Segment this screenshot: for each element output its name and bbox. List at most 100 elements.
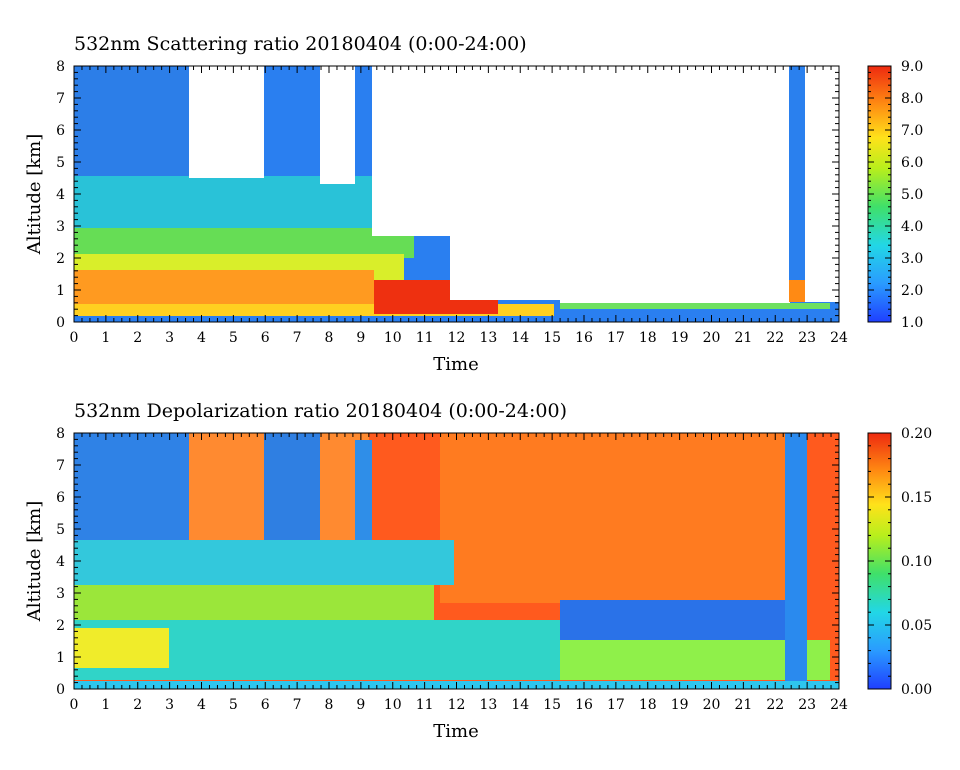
y-tick-label: 5	[56, 522, 65, 538]
y-tick-label: 5	[56, 155, 65, 171]
x-tick-label: 18	[639, 330, 657, 346]
y-tick-label: 6	[56, 123, 65, 139]
x-tick-label: 15	[543, 697, 561, 713]
x-tick-label: 2	[133, 330, 142, 346]
y-tick-label: 8	[56, 59, 65, 75]
x-tick-label: 11	[416, 697, 434, 713]
depolarization-blue-streak	[560, 600, 785, 640]
y-tick-label: 3	[56, 586, 65, 602]
scattering-band-orange	[74, 270, 374, 304]
x-tick-label: 9	[356, 697, 365, 713]
scattering-title: 532nm Scattering ratio 20180404 (0:00-24…	[74, 33, 527, 55]
y-tick-label: 7	[56, 458, 65, 474]
x-tick-label: 2	[133, 697, 142, 713]
x-tick-label: 17	[607, 697, 625, 713]
depolarization-noise-1	[440, 433, 800, 603]
x-tick-label: 8	[325, 697, 334, 713]
colorbar-tick-label: 6.0	[901, 155, 923, 171]
y-tick-label: 4	[56, 187, 65, 203]
x-tick-label: 24	[830, 330, 848, 346]
depolarization-green-layer	[74, 585, 434, 625]
x-tick-label: 5	[229, 330, 238, 346]
x-tick-label: 3	[165, 330, 174, 346]
scattering-column	[789, 66, 805, 302]
y-tick-label: 0	[56, 315, 65, 331]
y-tick-label: 1	[56, 283, 65, 299]
colorbar-tick-label: 7.0	[901, 123, 923, 139]
scattering-band-upper	[74, 66, 189, 176]
x-tick-label: 13	[479, 330, 497, 346]
x-tick-label: 3	[165, 697, 174, 713]
x-tick-label: 5	[229, 697, 238, 713]
scattering-clear-sky-2	[320, 66, 355, 184]
scattering-clear-sky-3	[372, 66, 790, 236]
y-tick-label: 6	[56, 490, 65, 506]
x-tick-label: 0	[70, 330, 79, 346]
colorbar-tick-label: 0.05	[901, 618, 932, 634]
x-tick-label: 23	[798, 697, 816, 713]
y-tick-label: 8	[56, 426, 65, 442]
colorbar-tick-label: 1.0	[901, 315, 923, 331]
x-tick-label: 11	[416, 330, 434, 346]
x-tick-label: 21	[734, 697, 752, 713]
x-tick-label: 0	[70, 697, 79, 713]
x-tick-label: 16	[575, 697, 593, 713]
y-tick-label: 0	[56, 682, 65, 698]
x-tick-label: 16	[575, 330, 593, 346]
x-tick-label: 4	[197, 697, 206, 713]
x-tick-label: 19	[671, 697, 689, 713]
x-tick-label: 4	[197, 330, 206, 346]
colorbar-tick-label: 2.0	[901, 283, 923, 299]
x-tick-label: 8	[325, 330, 334, 346]
colorbar-tick-label: 9.0	[901, 59, 923, 75]
colorbar-tick-label: 0.20	[901, 426, 932, 442]
scattering-clear-sky-4	[450, 230, 790, 300]
scattering-boundary-layer	[560, 303, 830, 309]
colorbar-tick-label: 8.0	[901, 91, 923, 107]
x-tick-label: 9	[356, 330, 365, 346]
scattering-clear-sky-6	[805, 66, 839, 302]
x-tick-label: 10	[384, 697, 402, 713]
x-tick-label: 21	[734, 330, 752, 346]
x-tick-label: 14	[511, 697, 529, 713]
y-tick-label: 2	[56, 251, 65, 267]
x-tick-label: 22	[766, 697, 784, 713]
scattering-clear-sky-1	[189, 66, 264, 178]
colorbar-tick-label: 3.0	[901, 251, 923, 267]
scattering-colorbar-ticks: 1.0 2.0 3.0 4.0 5.0 6.0 7.0 8.0 9.0	[868, 59, 923, 331]
y-tick-label: 2	[56, 618, 65, 634]
scattering-axes: 0 1 2 3 4 5 6 7 8 9 10 11 12 13 14 15 16 17 18 19 20 21 22 23 24…	[56, 59, 848, 346]
x-tick-label: 6	[261, 697, 270, 713]
x-tick-label: 10	[384, 330, 402, 346]
depolarization-ylabel: Altitude [km]	[24, 501, 45, 623]
depolarization-mid-cyan	[74, 540, 454, 585]
scattering-band-green	[74, 228, 414, 258]
depolarization-column-3	[785, 433, 807, 689]
x-tick-label: 12	[448, 330, 466, 346]
y-tick-label: 4	[56, 554, 65, 570]
x-tick-label: 17	[607, 330, 625, 346]
x-tick-label: 1	[101, 697, 110, 713]
depolarization-xlabel: Time	[433, 721, 478, 742]
colorbar-tick-label: 5.0	[901, 187, 923, 203]
depolarization-title: 532nm Depolarization ratio 20180404 (0:0…	[74, 400, 567, 422]
scattering-ylabel: Altitude [km]	[24, 134, 45, 256]
scattering-plot-area	[74, 66, 839, 322]
x-tick-label: 24	[830, 697, 848, 713]
y-tick-label: 3	[56, 219, 65, 235]
colorbar-tick-label: 0.00	[901, 682, 932, 698]
y-tick-label: 1	[56, 650, 65, 666]
colorbar-tick-label: 0.15	[901, 490, 932, 506]
colorbar-tick-label: 4.0	[901, 219, 923, 235]
depolarization-colorbar-ticks: 0.00 0.05 0.10 0.15 0.20	[868, 426, 932, 698]
x-tick-label: 7	[293, 697, 302, 713]
x-tick-label: 1	[101, 330, 110, 346]
scattering-xlabel: Time	[433, 354, 478, 375]
x-tick-label: 18	[639, 697, 657, 713]
y-tick-label: 7	[56, 91, 65, 107]
x-tick-label: 6	[261, 330, 270, 346]
x-tick-label: 15	[543, 330, 561, 346]
scattering-column-core	[789, 280, 805, 302]
colorbar-tick-label: 0.10	[901, 554, 932, 570]
